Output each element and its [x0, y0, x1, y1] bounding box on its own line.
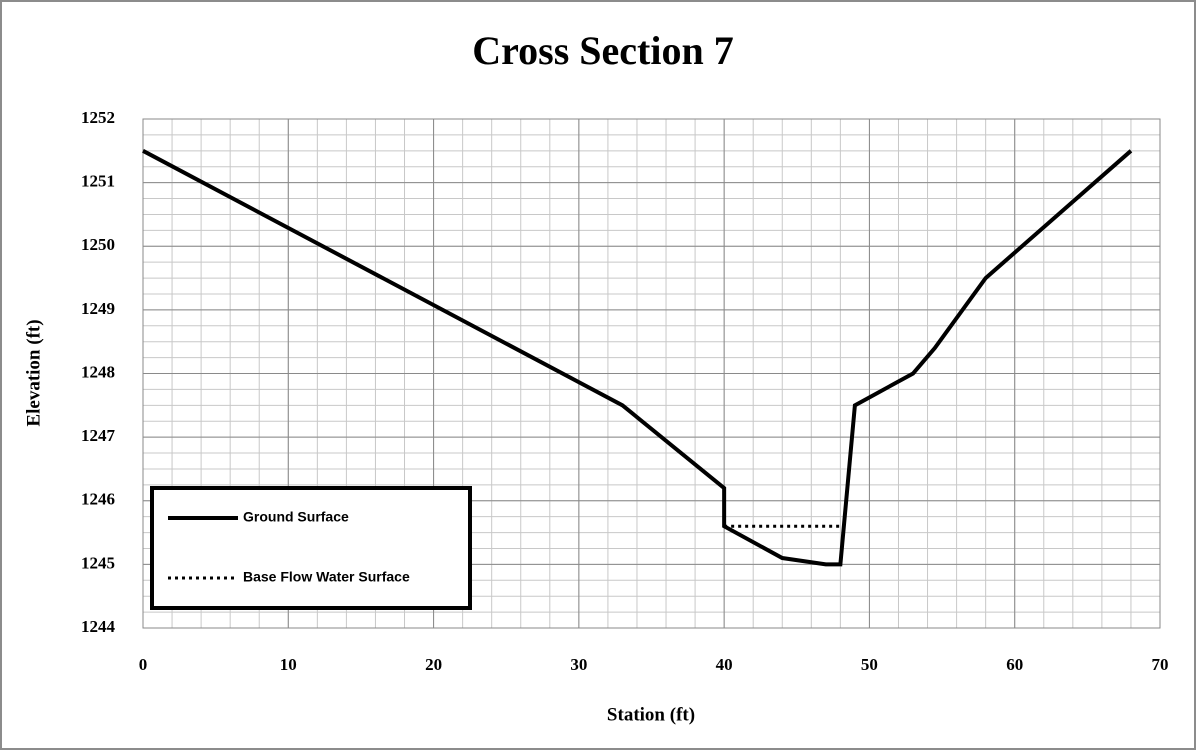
y-axis-label: Elevation (ft) [23, 319, 44, 426]
y-tick-label: 1251 [81, 172, 115, 191]
lines [142, 149, 1133, 567]
legend: Ground Surface Base Flow Water Surface [150, 486, 472, 610]
y-tick-label: 1244 [81, 617, 116, 636]
y-tick-label: 1249 [81, 299, 115, 318]
x-tick-label: 60 [1006, 655, 1023, 674]
legend-label: Ground Surface [243, 509, 349, 525]
y-tick-label: 1245 [81, 553, 115, 572]
x-tick-label: 50 [861, 655, 878, 674]
x-tick-label: 40 [716, 655, 733, 674]
plot-area-border [142, 118, 1161, 629]
y-tick-label: 1246 [81, 490, 115, 509]
x-axis-label: Station (ft) [607, 704, 695, 725]
x-tick-label: 0 [139, 655, 148, 674]
grid: 0 10 20 30 40 50 60 70 1244 1245 1246 1247 1248 1249 1… [81, 108, 1169, 674]
series-line [142, 149, 1133, 567]
x-tick-label: 10 [280, 655, 297, 674]
legend-box [150, 486, 472, 610]
legend-label: Base Flow Water Surface [243, 569, 410, 585]
x-tick-label: 30 [570, 655, 587, 674]
chart-title: Cross Section 7 [472, 28, 733, 73]
y-tick-label: 1252 [81, 108, 115, 127]
x-tick-label: 70 [1152, 655, 1169, 674]
y-tick-label: 1248 [81, 362, 115, 381]
y-tick-label: 1247 [81, 426, 116, 445]
x-tick-label: 20 [425, 655, 442, 674]
y-tick-label: 1250 [81, 235, 115, 254]
